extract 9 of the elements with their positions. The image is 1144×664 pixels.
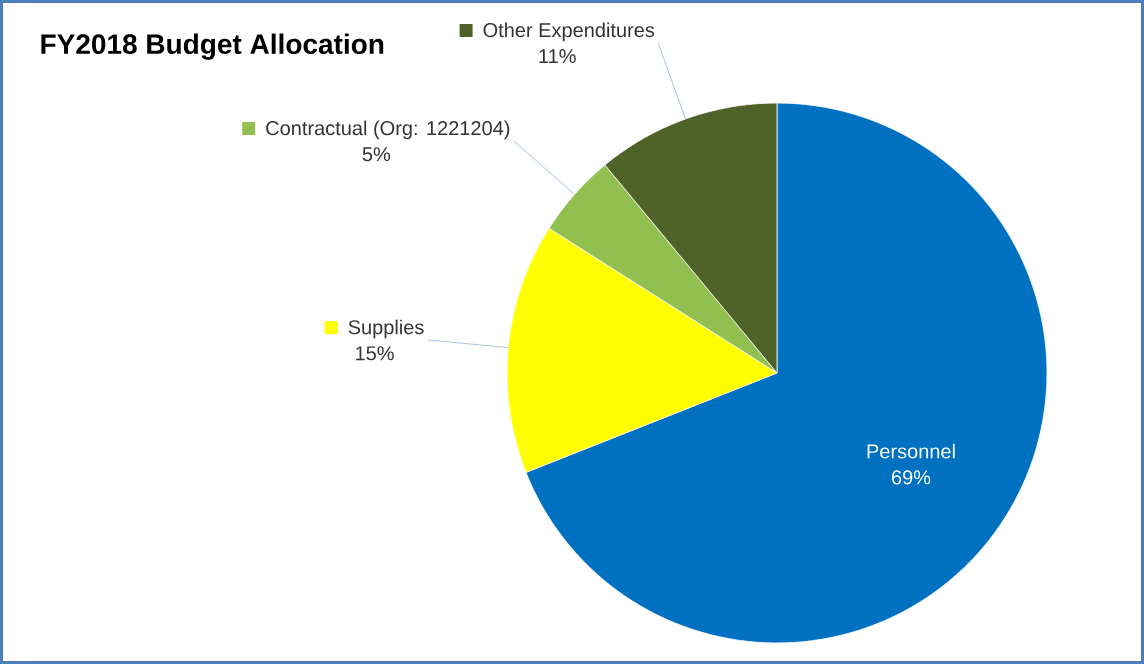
legend-label: Other Expenditures bbox=[483, 22, 655, 42]
slice-label: Personnel bbox=[867, 443, 955, 459]
data-label: 69% bbox=[892, 470, 931, 485]
data-label: 15% bbox=[356, 346, 394, 361]
data-label: 5% bbox=[362, 147, 391, 162]
legend-label: Supplies bbox=[348, 319, 424, 339]
chart-title: FY2018 Budget Allocation bbox=[41, 33, 384, 60]
data-label: 11% bbox=[539, 49, 576, 64]
legend-label: Contractual (Org: 1221204) bbox=[266, 120, 510, 140]
